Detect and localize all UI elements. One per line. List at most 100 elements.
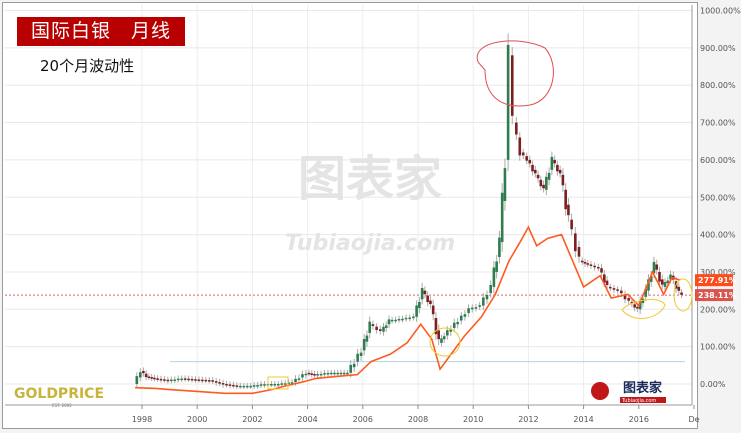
candle bbox=[500, 192, 504, 243]
candle bbox=[474, 307, 478, 309]
candle bbox=[658, 271, 661, 282]
candle bbox=[194, 379, 197, 381]
x-tick-label: 2000 bbox=[187, 415, 207, 424]
candle bbox=[570, 219, 573, 230]
candle bbox=[378, 329, 382, 331]
candle bbox=[204, 379, 208, 382]
candle bbox=[589, 264, 593, 266]
candle bbox=[583, 261, 587, 264]
candle bbox=[270, 384, 273, 386]
candle bbox=[156, 378, 159, 380]
candle bbox=[390, 319, 394, 322]
candle bbox=[608, 286, 612, 289]
candle bbox=[655, 264, 659, 270]
candle bbox=[211, 380, 215, 382]
candle bbox=[349, 364, 353, 373]
candle bbox=[652, 261, 656, 274]
candle bbox=[649, 275, 653, 282]
candle bbox=[387, 319, 391, 325]
current-price-badge bbox=[695, 289, 733, 302]
candle bbox=[561, 174, 565, 186]
candle bbox=[201, 379, 204, 382]
x-tick-label: 2010 bbox=[463, 415, 483, 424]
candle bbox=[276, 384, 280, 386]
candle bbox=[408, 317, 412, 320]
candle bbox=[456, 321, 459, 325]
candle bbox=[207, 380, 211, 382]
candle bbox=[558, 169, 562, 174]
candle bbox=[463, 314, 467, 317]
candle bbox=[623, 294, 627, 300]
annotation-yellow-circle bbox=[621, 299, 666, 319]
candle bbox=[412, 316, 415, 319]
candle bbox=[663, 282, 667, 287]
candle bbox=[420, 288, 424, 300]
annotation-yellow-circle bbox=[673, 278, 693, 312]
candle bbox=[503, 168, 507, 201]
candle bbox=[197, 379, 201, 382]
watermark-text: Tubiaojia.com bbox=[285, 231, 455, 256]
candle bbox=[135, 376, 139, 384]
candle bbox=[375, 326, 378, 330]
x-tick-label: De bbox=[688, 415, 699, 424]
candle bbox=[339, 372, 343, 375]
candle bbox=[326, 372, 330, 375]
candle bbox=[313, 374, 316, 376]
annotation-yellow-box bbox=[267, 376, 289, 390]
candle bbox=[218, 382, 221, 384]
candle bbox=[478, 305, 481, 307]
candle bbox=[489, 285, 492, 294]
candle bbox=[525, 156, 528, 161]
candle bbox=[574, 233, 577, 252]
candle bbox=[426, 295, 429, 303]
candle bbox=[506, 44, 510, 160]
candle bbox=[467, 308, 470, 314]
candle bbox=[397, 318, 401, 321]
candle bbox=[365, 335, 369, 342]
candle bbox=[605, 280, 609, 286]
watermark-logo: 图表家 bbox=[298, 151, 442, 207]
candle bbox=[647, 279, 650, 291]
candle bbox=[249, 385, 252, 388]
candle bbox=[307, 372, 311, 375]
candle bbox=[401, 318, 404, 321]
x-tick-label: 2016 bbox=[629, 415, 649, 424]
candle bbox=[214, 381, 218, 383]
y-tick-label: 100.00% bbox=[700, 343, 736, 352]
candle bbox=[263, 384, 266, 386]
candle bbox=[256, 385, 259, 387]
candle bbox=[190, 378, 194, 381]
candle bbox=[290, 382, 294, 384]
current-line-value: 277.91% bbox=[698, 276, 737, 285]
candle bbox=[531, 164, 534, 172]
tubiaojia-logo: 图表家 bbox=[623, 380, 663, 396]
candle bbox=[482, 297, 485, 306]
candle bbox=[362, 339, 366, 351]
candle bbox=[431, 305, 435, 315]
candle bbox=[521, 152, 525, 156]
y-tick-label: 400.00% bbox=[700, 231, 736, 240]
candle bbox=[356, 353, 359, 362]
candle bbox=[534, 169, 537, 174]
candle bbox=[553, 159, 556, 164]
candle bbox=[498, 237, 501, 258]
candle bbox=[297, 378, 301, 380]
annotation-red-circle bbox=[476, 40, 554, 107]
candle bbox=[434, 318, 438, 335]
candle bbox=[418, 301, 421, 309]
y-tick-label: 700.00% bbox=[700, 119, 736, 128]
x-tick-label: 2004 bbox=[297, 415, 317, 424]
chart-subtitle: 20个月波动性 bbox=[40, 57, 135, 75]
candle bbox=[359, 352, 363, 356]
candle bbox=[166, 379, 170, 382]
y-tick-label: 800.00% bbox=[700, 81, 736, 90]
candle bbox=[567, 204, 570, 216]
candle bbox=[580, 260, 584, 263]
candle bbox=[556, 164, 559, 172]
candle bbox=[446, 330, 449, 336]
candle bbox=[301, 374, 304, 378]
candle bbox=[429, 300, 432, 305]
candle bbox=[283, 383, 287, 385]
candle bbox=[518, 137, 522, 156]
candle bbox=[144, 373, 148, 378]
